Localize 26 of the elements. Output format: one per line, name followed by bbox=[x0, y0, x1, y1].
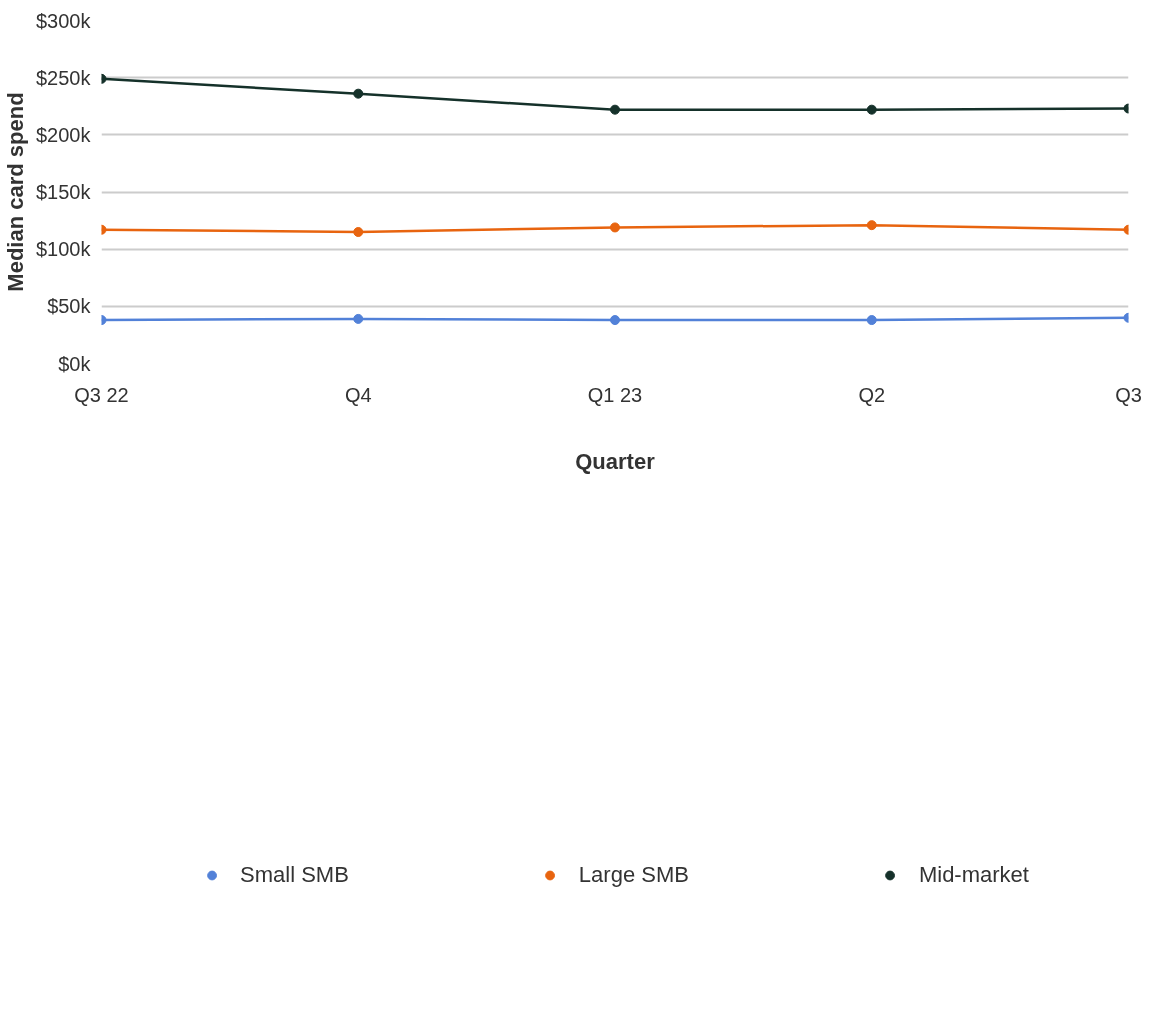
y-tick-label: $0k bbox=[58, 352, 92, 375]
y-tick-label: $200k bbox=[36, 123, 92, 146]
point bbox=[353, 313, 364, 324]
y-axis-title: Median card spend bbox=[3, 92, 29, 292]
point bbox=[866, 104, 877, 115]
x-axis-title: Quarter bbox=[575, 448, 656, 474]
y-tick-label: $100k bbox=[36, 238, 92, 261]
y-tick-label: $300k bbox=[36, 9, 92, 32]
y-tick-label: $150k bbox=[36, 181, 92, 203]
x-tick-label: Q1 23 bbox=[587, 383, 643, 406]
x-tick-label: Q4 bbox=[344, 383, 372, 406]
y-tick-label: $50k bbox=[47, 295, 92, 318]
x-tick-label: Q3 bbox=[1115, 383, 1142, 406]
legend-label: Large SMB bbox=[578, 861, 689, 888]
point bbox=[353, 88, 364, 99]
y-tick-label: $250k bbox=[36, 66, 92, 89]
legend-label: Small SMB bbox=[240, 861, 349, 888]
point bbox=[610, 104, 620, 115]
x-tick-label: Q2 bbox=[858, 383, 886, 406]
x-tick-label: Q3 22 bbox=[74, 383, 129, 406]
point bbox=[866, 220, 877, 231]
point bbox=[610, 222, 620, 233]
point bbox=[610, 315, 620, 326]
point bbox=[353, 227, 364, 238]
point bbox=[866, 315, 877, 326]
legend-label: Mid-market bbox=[918, 861, 1029, 888]
